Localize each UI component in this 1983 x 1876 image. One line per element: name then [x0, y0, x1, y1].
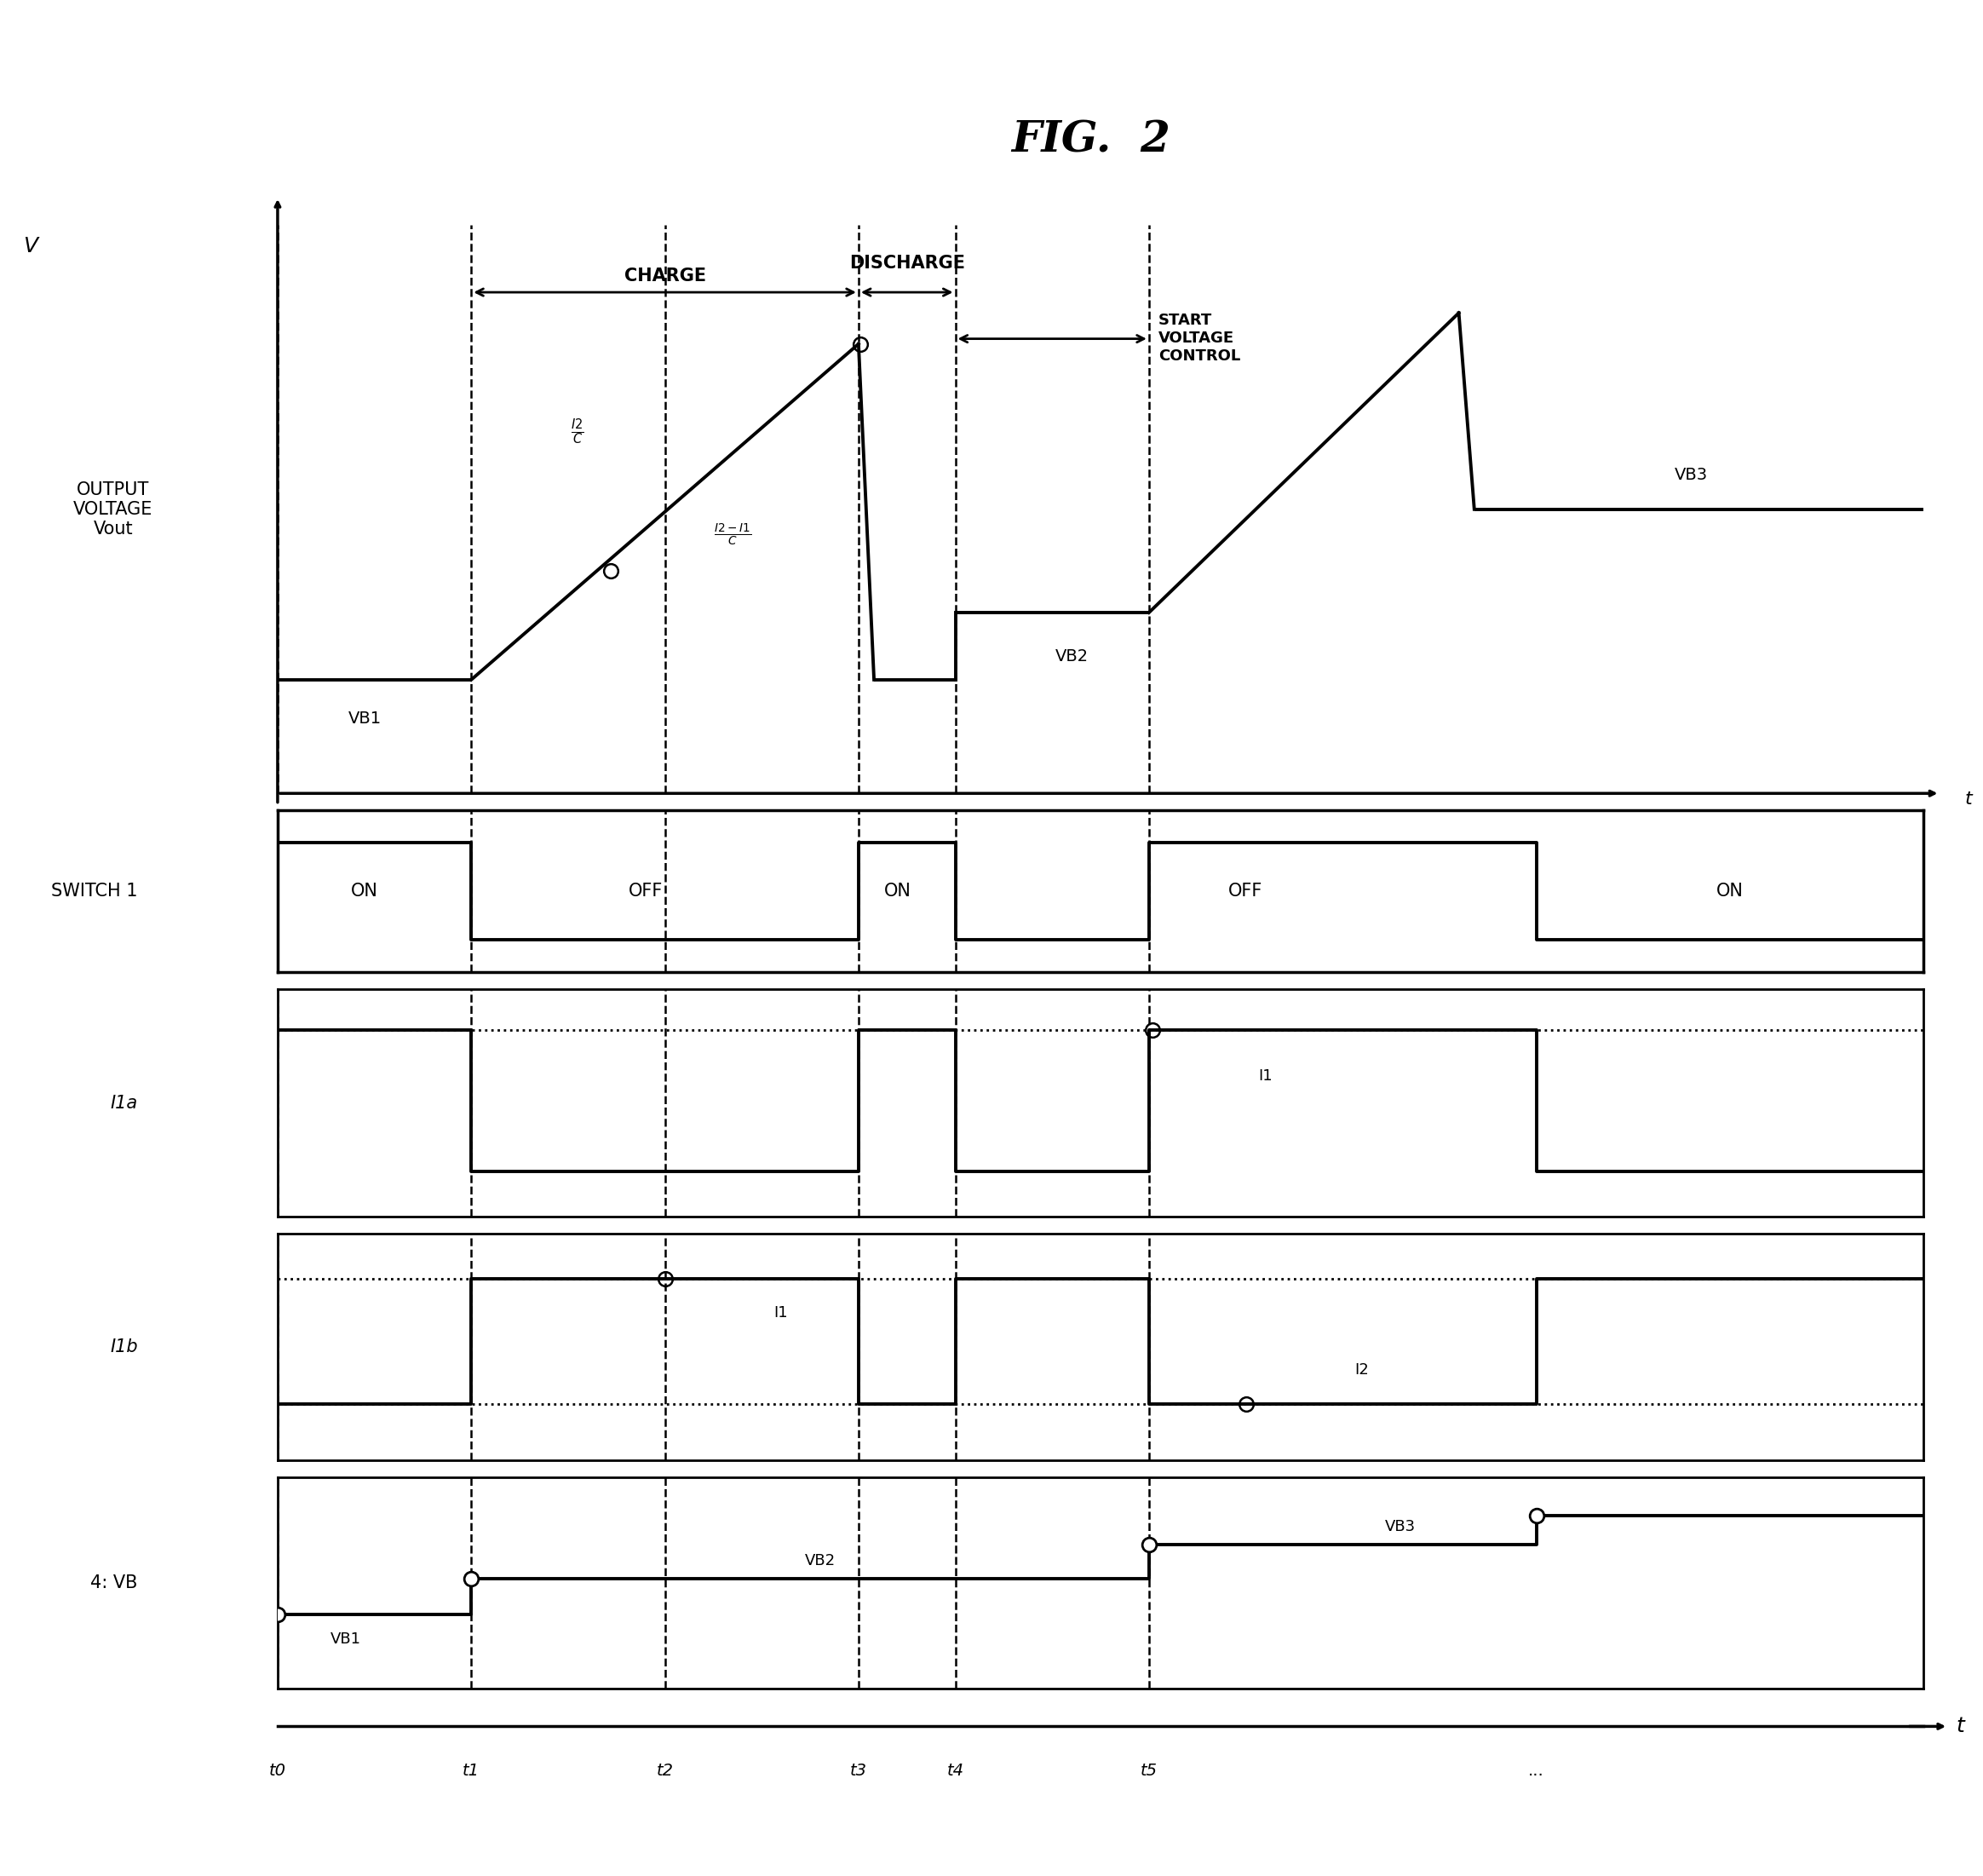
- Text: CHARGE: CHARGE: [625, 268, 706, 285]
- Text: SWITCH 1: SWITCH 1: [52, 884, 137, 900]
- Text: I1a: I1a: [111, 1094, 137, 1111]
- Text: ON: ON: [1717, 884, 1743, 900]
- Text: t0: t0: [270, 1762, 286, 1778]
- Text: I1: I1: [1257, 1067, 1273, 1082]
- Text: t: t: [1965, 790, 1973, 807]
- Text: $\frac{I2-I1}{C}$: $\frac{I2-I1}{C}$: [714, 522, 752, 548]
- Text: t3: t3: [851, 1762, 867, 1778]
- Text: ON: ON: [351, 884, 379, 900]
- Text: FIG.  2: FIG. 2: [1011, 120, 1170, 161]
- Text: I1: I1: [773, 1306, 787, 1321]
- Text: ...: ...: [1529, 1762, 1545, 1778]
- Text: VB1: VB1: [349, 711, 381, 726]
- Text: VB2: VB2: [805, 1553, 835, 1568]
- Text: VB1: VB1: [329, 1632, 361, 1647]
- Text: V: V: [24, 236, 38, 257]
- Text: $\frac{I2}{C}$: $\frac{I2}{C}$: [571, 416, 585, 446]
- Text: 4: VB: 4: VB: [91, 1574, 137, 1591]
- Text: t5: t5: [1140, 1762, 1158, 1778]
- Text: OFF: OFF: [1229, 884, 1263, 900]
- Text: t1: t1: [462, 1762, 480, 1778]
- Text: t2: t2: [656, 1762, 674, 1778]
- Text: OUTPUT
VOLTAGE
Vout: OUTPUT VOLTAGE Vout: [73, 480, 153, 538]
- Text: t: t: [1957, 1717, 1965, 1737]
- Text: t4: t4: [946, 1762, 964, 1778]
- Text: VB3: VB3: [1674, 467, 1707, 484]
- Text: I2: I2: [1354, 1362, 1368, 1377]
- Text: DISCHARGE: DISCHARGE: [849, 255, 966, 272]
- Text: VB2: VB2: [1055, 649, 1089, 664]
- Text: OFF: OFF: [629, 884, 662, 900]
- Text: ON: ON: [884, 884, 910, 900]
- Text: START
VOLTAGE
CONTROL: START VOLTAGE CONTROL: [1158, 313, 1241, 364]
- Text: I1b: I1b: [109, 1338, 137, 1356]
- Text: VB3: VB3: [1386, 1520, 1416, 1535]
